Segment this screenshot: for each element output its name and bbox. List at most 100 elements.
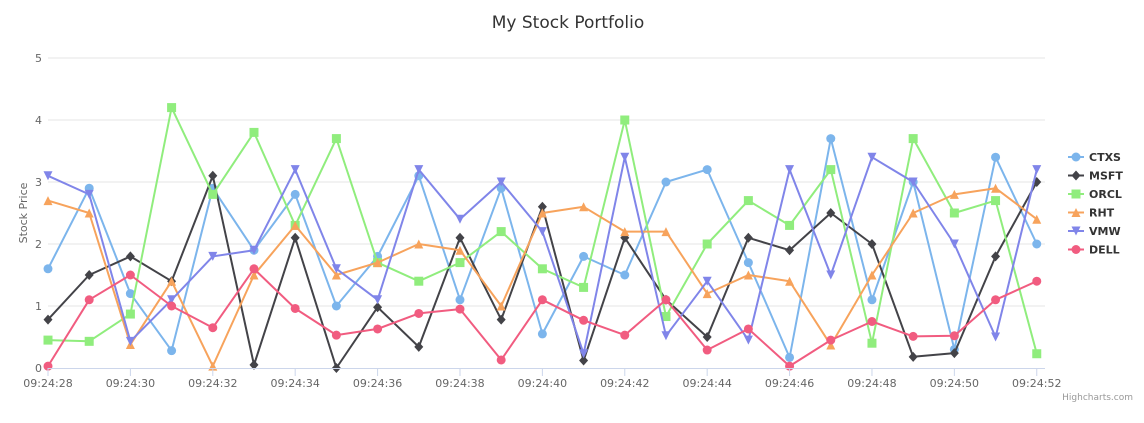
data-point-dell[interactable]	[949, 331, 959, 341]
data-point-dell[interactable]	[826, 335, 836, 345]
data-point-orcl[interactable]	[743, 196, 753, 206]
data-point-vmw[interactable]	[414, 165, 424, 175]
data-point-orcl[interactable]	[1032, 349, 1042, 359]
data-point-dell[interactable]	[290, 303, 300, 313]
data-point-ctxs[interactable]	[43, 264, 53, 274]
data-point-orcl[interactable]	[702, 239, 712, 249]
data-point-orcl[interactable]	[208, 189, 218, 199]
data-point-vmw[interactable]	[331, 264, 341, 274]
data-point-rht[interactable]	[537, 208, 547, 218]
data-point-dell[interactable]	[991, 295, 1001, 305]
data-point-ctxs[interactable]	[1032, 239, 1042, 249]
data-point-dell[interactable]	[455, 304, 465, 314]
data-point-msft[interactable]	[249, 359, 259, 370]
data-point-msft[interactable]	[785, 245, 795, 256]
data-point-orcl[interactable]	[331, 134, 341, 144]
data-point-ctxs[interactable]	[743, 258, 753, 268]
data-point-vmw[interactable]	[579, 349, 589, 359]
data-point-ctxs[interactable]	[785, 352, 795, 362]
data-point-msft[interactable]	[290, 232, 300, 243]
data-point-orcl[interactable]	[43, 335, 53, 345]
data-point-orcl[interactable]	[908, 134, 918, 144]
data-point-msft[interactable]	[43, 314, 53, 325]
data-point-dell[interactable]	[1032, 276, 1042, 286]
data-point-rht[interactable]	[373, 258, 383, 268]
data-point-orcl[interactable]	[125, 309, 135, 319]
data-point-rht[interactable]	[84, 208, 94, 218]
legend-item-orcl[interactable]: ORCL	[1068, 188, 1122, 201]
data-point-orcl[interactable]	[579, 282, 589, 292]
data-point-msft[interactable]	[537, 201, 547, 212]
data-point-msft[interactable]	[208, 170, 218, 181]
data-point-rht[interactable]	[620, 227, 630, 237]
data-point-dell[interactable]	[331, 330, 341, 340]
data-point-ctxs[interactable]	[826, 134, 836, 144]
data-point-vmw[interactable]	[43, 171, 53, 181]
data-point-dell[interactable]	[249, 264, 259, 274]
data-point-msft[interactable]	[908, 351, 918, 362]
data-point-orcl[interactable]	[249, 127, 259, 137]
data-point-dell[interactable]	[167, 301, 177, 311]
data-point-vmw[interactable]	[290, 165, 300, 175]
data-point-rht[interactable]	[661, 227, 671, 237]
data-point-msft[interactable]	[373, 302, 383, 313]
data-point-dell[interactable]	[661, 295, 671, 305]
data-point-orcl[interactable]	[785, 220, 795, 230]
data-point-rht[interactable]	[785, 276, 795, 286]
data-point-dell[interactable]	[908, 331, 918, 341]
data-point-orcl[interactable]	[949, 208, 959, 218]
data-point-vmw[interactable]	[84, 189, 94, 199]
data-point-msft[interactable]	[84, 270, 94, 280]
data-point-rht[interactable]	[414, 239, 424, 249]
data-point-ctxs[interactable]	[702, 165, 712, 175]
data-point-dell[interactable]	[414, 308, 424, 318]
data-point-rht[interactable]	[167, 276, 177, 286]
data-point-vmw[interactable]	[785, 165, 795, 175]
data-point-msft[interactable]	[702, 332, 712, 342]
data-point-ctxs[interactable]	[867, 295, 877, 305]
data-point-vmw[interactable]	[867, 152, 877, 162]
data-point-orcl[interactable]	[826, 165, 836, 175]
data-point-orcl[interactable]	[661, 312, 671, 322]
data-point-vmw[interactable]	[661, 331, 671, 341]
data-point-vmw[interactable]	[743, 335, 753, 345]
data-point-msft[interactable]	[455, 232, 465, 243]
data-point-ctxs[interactable]	[620, 270, 630, 280]
data-point-rht[interactable]	[702, 289, 712, 299]
data-point-orcl[interactable]	[84, 336, 94, 346]
data-point-ctxs[interactable]	[290, 189, 300, 199]
data-point-msft[interactable]	[826, 208, 836, 218]
legend-item-vmw[interactable]: VMW	[1068, 225, 1121, 238]
data-point-dell[interactable]	[743, 324, 753, 334]
data-point-rht[interactable]	[949, 189, 959, 199]
data-point-msft[interactable]	[743, 232, 753, 243]
data-point-ctxs[interactable]	[537, 329, 547, 339]
data-point-msft[interactable]	[414, 341, 424, 352]
legend-item-rht[interactable]: RHT	[1068, 207, 1115, 220]
data-point-dell[interactable]	[125, 270, 135, 280]
data-point-orcl[interactable]	[867, 338, 877, 348]
legend-item-msft[interactable]: MSFT	[1068, 170, 1123, 183]
data-point-rht[interactable]	[290, 220, 300, 230]
data-point-vmw[interactable]	[991, 332, 1001, 342]
data-point-orcl[interactable]	[620, 115, 630, 125]
data-point-msft[interactable]	[496, 314, 506, 325]
data-point-vmw[interactable]	[949, 239, 959, 249]
data-point-rht[interactable]	[455, 245, 465, 255]
data-point-msft[interactable]	[949, 348, 959, 359]
data-point-dell[interactable]	[867, 317, 877, 326]
data-point-ctxs[interactable]	[167, 346, 177, 356]
data-point-orcl[interactable]	[167, 103, 177, 113]
data-point-rht[interactable]	[496, 301, 506, 311]
credits-link[interactable]: Highcharts.com	[1062, 393, 1133, 403]
data-point-dell[interactable]	[496, 355, 506, 365]
data-point-orcl[interactable]	[496, 227, 506, 237]
data-point-vmw[interactable]	[249, 245, 259, 255]
data-point-vmw[interactable]	[208, 251, 218, 261]
data-point-rht[interactable]	[579, 202, 589, 212]
data-point-rht[interactable]	[908, 208, 918, 218]
data-point-msft[interactable]	[991, 251, 1001, 262]
data-point-dell[interactable]	[702, 345, 712, 355]
data-point-ctxs[interactable]	[125, 289, 135, 299]
data-point-msft[interactable]	[125, 251, 135, 262]
